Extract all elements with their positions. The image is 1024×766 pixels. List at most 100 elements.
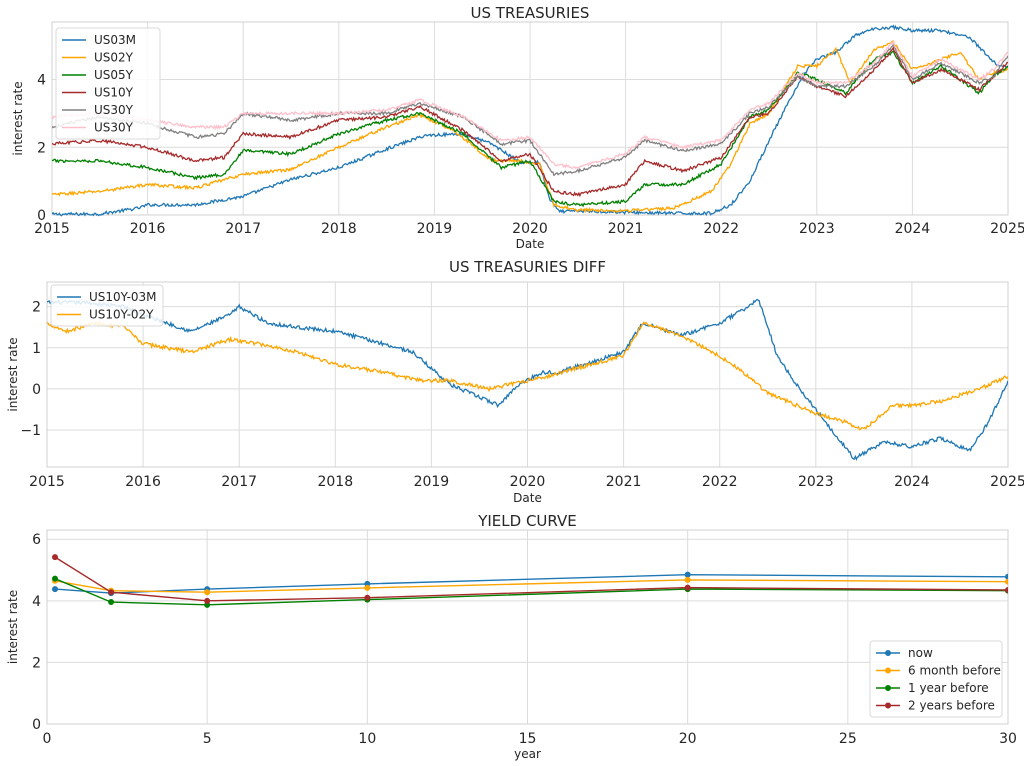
chart-title: US TREASURIES [471,4,590,22]
plot-frame [51,21,1009,216]
x-tick-label: 0 [43,731,52,747]
x-tick-label: 2015 [29,474,65,490]
x-tick-label: 2025 [990,221,1024,237]
x-tick-label: 2018 [317,474,353,490]
y-tick-label: 6 [32,532,41,548]
legend-entry: 2 years before [908,699,995,713]
x-tick-label: 2022 [703,221,739,237]
x-tick-label: 2018 [321,221,357,237]
legend-entry: US10Y-03M [89,290,157,304]
data-point [108,599,115,606]
plot-frame [46,529,1009,725]
legend-box [50,284,164,327]
x-tick-label: 2016 [130,221,166,237]
legend: US10Y-03M US10Y-02Y [50,284,164,327]
treasuries-diff-chart: 2015 2016 2017 2018 2019 2020 2021 2022 2023 2024… [6,258,1024,505]
series-line [54,578,1008,606]
data-point [364,584,371,591]
data-point [684,576,691,583]
y-tick-label: 4 [37,73,46,89]
legend: now 6 month before 1 year before 2 years be… [869,640,1003,718]
chart-title: US TREASURIES DIFF [449,258,606,276]
y-axis-label: interest rate [11,81,25,155]
legend-entry: US10Y-02Y [89,308,154,322]
x-tick-label: 2022 [702,474,738,490]
data-point [52,575,59,582]
x-tick-label: 30 [999,731,1017,747]
legend-box [869,640,1003,718]
legend-entry: US03M [94,33,136,47]
data-point [52,554,59,561]
x-tick-label: 2020 [510,474,546,490]
legend: US03M US02Y US05Y US10Y US30Y US30Y [55,27,161,140]
y-axis-label: interest rate [6,337,20,411]
data-point [1005,578,1008,585]
data-point [204,589,211,596]
legend-entry: US10Y [94,86,134,100]
x-tick-label: 2024 [894,474,930,490]
x-tick-label: 2025 [990,474,1024,490]
yield-curve-chart: 0 5 10 15 20 25 30 0 2 4 6 YIELD CURVE year interest … [6,512,1017,761]
x-tick-label: 2020 [512,221,548,237]
legend-entry: US02Y [94,51,134,65]
x-tick-label: 5 [203,731,212,747]
y-tick-label: 0 [32,382,41,398]
y-tick-label: 0 [37,208,46,224]
x-tick-label: 2019 [414,474,450,490]
y-tick-label: −1 [20,423,41,439]
x-tick-label: 2016 [125,474,161,490]
series-line [52,46,1008,198]
legend-entry: 6 month before [908,664,1001,678]
legend-marker [885,702,891,709]
data-point [1005,587,1008,594]
series-line [54,579,1008,593]
legend-marker [885,650,891,656]
series-line [47,320,1008,431]
data-point [684,571,691,578]
legend-box [55,27,161,140]
legend-entry: US05Y [94,68,134,82]
x-tick-label: 2017 [221,474,257,490]
y-tick-label: 1 [32,341,41,357]
series-line [52,50,1008,208]
series-line [52,39,1008,170]
legend-entry: US30Y [94,121,134,135]
y-tick-label: 2 [32,300,41,316]
chart-title: YIELD CURVE [477,512,577,530]
x-axis-label: Date [516,237,545,251]
legend-marker [885,685,891,691]
plot-frame [46,281,1009,468]
legend-entry: 1 year before [908,681,989,695]
data-point [364,594,371,601]
treasuries-chart: 2015 2016 2017 2018 2019 2020 2021 2022 2023 2024… [11,4,1024,251]
x-tick-label: 10 [358,731,376,747]
x-tick-label: 2015 [34,221,70,237]
y-tick-label: 2 [37,140,46,156]
x-tick-label: 2023 [798,474,834,490]
x-tick-label: 25 [839,731,857,747]
x-tick-label: 2021 [608,221,644,237]
legend-entry: US30Y [94,103,134,117]
data-point [1005,573,1008,580]
x-tick-label: 2021 [606,474,642,490]
x-axis-label: year [514,747,541,761]
series-line [54,573,1008,594]
x-tick-label: 20 [679,731,697,747]
y-axis-label: interest rate [6,590,20,664]
data-point [204,597,211,604]
x-tick-label: 15 [519,731,537,747]
x-tick-label: 2023 [799,221,835,237]
data-point [108,589,115,596]
x-tick-label: 2017 [225,221,261,237]
x-axis-label: Date [513,491,542,505]
data-point [684,584,691,591]
y-tick-label: 4 [32,594,41,610]
legend-entry: now [908,646,933,660]
series-line [47,298,1008,462]
series-line [52,43,1008,177]
series-line [54,556,1008,602]
y-tick-label: 0 [32,717,41,733]
x-tick-label: 2019 [417,221,453,237]
y-tick-label: 2 [32,655,41,671]
